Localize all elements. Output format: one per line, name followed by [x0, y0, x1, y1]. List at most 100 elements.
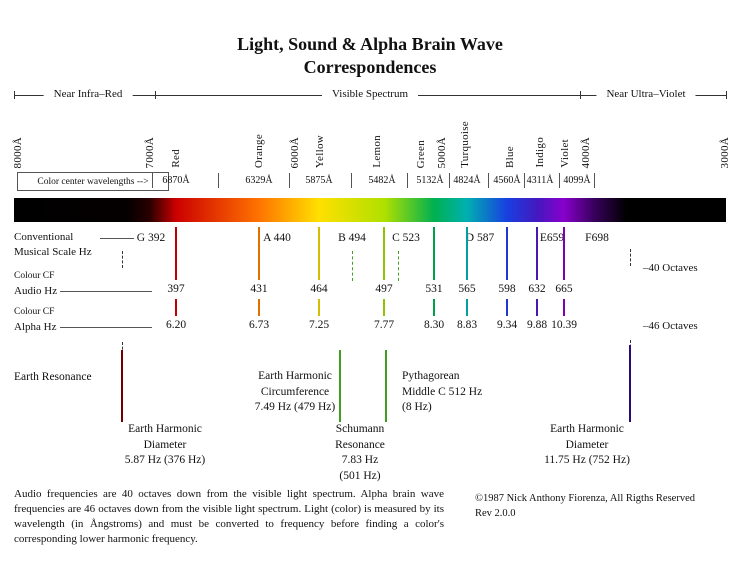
- color-center-value: 6870Å: [162, 175, 190, 186]
- color-line-yellow: [318, 227, 320, 280]
- spectrum-bar: [14, 198, 726, 222]
- pythagorean-block: Pythagorean Middle C 512 Hz (8 Hz): [402, 370, 483, 414]
- footnote-text: Audio frequencies are 40 octaves down fr…: [14, 488, 444, 545]
- color-center-value: 6329Å: [245, 175, 273, 186]
- note-label: A 440: [263, 232, 291, 244]
- musical-scale-label-2: Musical Scale Hz: [14, 246, 92, 258]
- alpha-value: 6.20: [165, 319, 187, 331]
- color-center-tick: [449, 173, 450, 188]
- color-line-red: [175, 299, 177, 316]
- color-line-blue: [506, 227, 508, 280]
- earth-circumference-block: Earth Harmonic Circumference 7.49 Hz (47…: [254, 370, 336, 414]
- color-line-lemon: [383, 227, 385, 280]
- color-center-value: 5482Å: [368, 175, 396, 186]
- alpha-value: 9.34: [496, 319, 518, 331]
- color-line-violet: [563, 299, 565, 316]
- ruler-tick: [726, 91, 727, 99]
- note-label: G 392: [136, 232, 166, 244]
- wavelength-label: 7000Å: [144, 136, 156, 168]
- wavelength-label: 5000Å: [436, 136, 448, 168]
- color-line-turquoise: [466, 299, 468, 316]
- note-tick-dashed-green: [398, 251, 399, 281]
- alpha-label-1: Colour CF: [14, 307, 55, 317]
- note-label: B 494: [338, 232, 366, 244]
- color-center-value: 4824Å: [453, 175, 481, 186]
- wavelength-label: 4000Å: [580, 136, 592, 168]
- audio-value: 632: [528, 283, 546, 295]
- color-center-value: 4560Å: [493, 175, 521, 186]
- wavelength-label: 3000Å: [719, 136, 731, 168]
- wavelength-label: Green: [415, 139, 427, 168]
- color-center-tick: [488, 173, 489, 188]
- wavelength-label: Violet: [559, 139, 571, 168]
- color-line-red: [175, 227, 177, 280]
- color-center-label: Color center wavelengths -->: [17, 172, 169, 191]
- earth-diameter-right-block: Earth Harmonic Diameter 11.75 Hz (752 Hz…: [544, 423, 630, 467]
- ruler-tick: [155, 91, 156, 99]
- color-line-green: [433, 299, 435, 316]
- audio-value: 531: [425, 283, 443, 295]
- audio-value: 497: [375, 283, 393, 295]
- color-center-tick: [218, 173, 219, 188]
- color-center-value: 5132Å: [416, 175, 444, 186]
- earth-line-diameter-right: [629, 345, 631, 422]
- earth-line-circumference: [339, 350, 341, 422]
- alpha-value: 6.73: [248, 319, 270, 331]
- earth-line-schumann: [385, 350, 387, 422]
- alpha-value: 10.39: [551, 319, 577, 331]
- earth-diameter-left-block: Earth Harmonic Diameter 5.87 Hz (376 Hz): [124, 423, 206, 467]
- wavelength-label: Orange: [253, 133, 265, 168]
- color-line-orange: [258, 227, 260, 280]
- audio-label-2: Audio Hz: [14, 285, 58, 297]
- axis-label-ultraviolet: Near Ultra–Violet: [596, 88, 696, 100]
- audio-value: 565: [458, 283, 476, 295]
- alpha-value: 7.77: [373, 319, 395, 331]
- color-center-value: 4099Å: [563, 175, 591, 186]
- note-label: C 523: [392, 232, 420, 244]
- earth-line-diameter-left: [121, 350, 123, 422]
- note-label: D 587: [465, 232, 495, 244]
- color-line-indigo: [536, 299, 538, 316]
- color-center-tick: [594, 173, 595, 188]
- audio-octaves-label: –40 Octaves: [643, 262, 698, 274]
- color-line-lemon: [383, 299, 385, 316]
- title-line2: Correspondences: [303, 56, 437, 77]
- color-center-tick: [351, 173, 352, 188]
- note-label: F698: [585, 232, 609, 244]
- alpha-value: 7.25: [308, 319, 330, 331]
- color-center-tick: [524, 173, 525, 188]
- alpha-octaves-label: –46 Octaves: [643, 320, 698, 332]
- revision-text: Rev 2.0.0: [475, 508, 516, 519]
- color-center-tick: [152, 173, 153, 188]
- wavelength-label: Blue: [504, 146, 516, 168]
- title-line1: Light, Sound & Alpha Brain Wave: [237, 34, 503, 54]
- color-line-violet: [563, 227, 565, 280]
- alpha-value: 9.88: [526, 319, 548, 331]
- note-label: E659: [539, 232, 565, 244]
- audio-value: 665: [555, 283, 573, 295]
- audio-value: 598: [498, 283, 516, 295]
- color-center-value: 5875Å: [305, 175, 333, 186]
- note-tick-dashed-green: [352, 251, 353, 281]
- color-line-blue: [506, 299, 508, 316]
- alpha-label-2: Alpha Hz: [14, 321, 57, 333]
- wavelength-label: Indigo: [534, 137, 546, 168]
- alpha-value: 8.30: [423, 319, 445, 331]
- axis-label-visible: Visible Spectrum: [321, 88, 419, 100]
- audio-value: 431: [250, 283, 268, 295]
- wavelength-label: Yellow: [314, 134, 326, 168]
- color-line-indigo: [536, 227, 538, 280]
- note-tick-dashed: [122, 251, 123, 268]
- color-center-tick: [407, 173, 408, 188]
- copyright-text: ©1987 Nick Anthony Fiorenza, All Rigths …: [475, 493, 695, 504]
- audio-value: 464: [310, 283, 328, 295]
- ruler-tick: [580, 91, 581, 99]
- wavelength-label: Turquoise: [459, 121, 471, 168]
- ruler-tick: [14, 91, 15, 99]
- wavelength-label: Lemon: [371, 135, 383, 168]
- earth-resonance-label: Earth Resonance: [14, 371, 92, 383]
- color-center-tick: [289, 173, 290, 188]
- color-center-tick: [559, 173, 560, 188]
- color-line-orange: [258, 299, 260, 316]
